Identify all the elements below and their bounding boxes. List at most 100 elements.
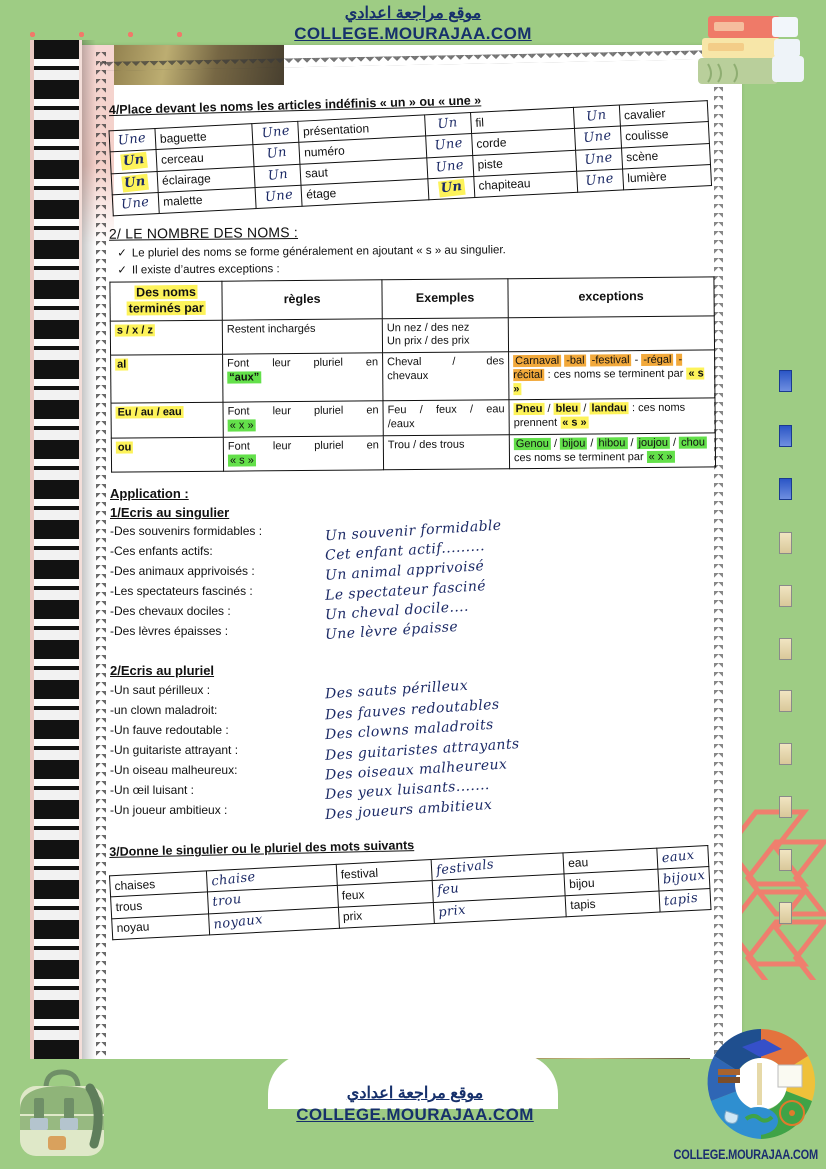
rule-cell: Font leur pluriel en « s » <box>223 435 384 472</box>
example-cell: Trou / des trous <box>383 434 510 470</box>
question-text: -Un guitariste attrayant : <box>110 742 239 757</box>
lesson-bullet: ✓ Il existe d’autres exceptions : <box>117 262 280 277</box>
question-text: -Un oiseau malheureux: <box>110 762 238 777</box>
exercise2-row: -Un œil luisant : Des yeux luisants.....… <box>110 777 725 803</box>
answer-cell[interactable]: Un <box>424 112 472 136</box>
exercise1-title: 1/Ecris au singulier <box>110 505 230 521</box>
tab-marker-cream-2 <box>779 585 792 607</box>
exercise1-row: -Des animaux apprivoisés : Un animal app… <box>110 559 725 585</box>
question-text: -Des chevaux dociles : <box>110 604 231 619</box>
tab-marker-blue-2 <box>779 425 792 447</box>
exercise2-row: -un clown maladroit: Des fauves redoutab… <box>110 696 725 723</box>
exercise2-row: -Un saut périlleux : Des sauts périlleux <box>110 677 725 702</box>
answer-cell[interactable]: Une <box>108 128 157 152</box>
answer-cell[interactable]: eaux <box>656 844 709 869</box>
answer-cell[interactable]: tapis <box>658 887 711 912</box>
tab-marker-cream-7 <box>779 849 792 871</box>
answer-cell[interactable]: Une <box>252 120 300 145</box>
exception-cell: Carnaval -bal -festival - -régal - récit… <box>508 349 715 400</box>
answer-cell[interactable]: Un <box>110 149 158 173</box>
question-text: -Les spectateurs fascinés : <box>110 584 253 599</box>
ending-cell: Eu / au / eau <box>110 402 224 438</box>
worksheet-content: 4/Place devant les noms les articles ind… <box>108 93 726 939</box>
spiral-binding <box>30 40 82 1115</box>
footer-arch-decoration <box>268 1054 558 1109</box>
exception-cell <box>508 315 715 352</box>
answer-cell[interactable]: Un <box>254 163 302 187</box>
col-header-rules: règles <box>221 279 383 320</box>
tab-marker-cream-8 <box>779 902 792 924</box>
rule-cell: Font leur pluriel en « x » <box>222 400 384 437</box>
ending-cell: al <box>110 353 223 404</box>
answer-cell[interactable]: Une <box>425 133 473 157</box>
table-header-row: Des noms terminés par règles Exemples ex… <box>109 276 715 321</box>
exercise1-row: -Des chevaux dociles : Un cheval docile.… <box>110 599 725 624</box>
question-text: -Des souvenirs formidables : <box>110 524 263 539</box>
exercise2-block: 2/Ecris au pluriel -Un saut périlleux : … <box>110 663 725 822</box>
table-row: al Font leur pluriel en “aux” Cheval / d… <box>110 349 715 404</box>
word-cell: malette <box>158 186 257 214</box>
table-row: ou Font leur pluriel en « s » Trou / des… <box>111 432 716 473</box>
question-text: -Un saut périlleux : <box>110 682 211 697</box>
spiral-shadow <box>82 40 96 1115</box>
table-row: s / x / z Restent inchargés Un nez / des… <box>110 315 715 355</box>
answer-cell[interactable]: Un <box>253 142 301 166</box>
question-text: -Un œil luisant : <box>110 782 195 797</box>
site-header: موقع مراجعة اعدادي COLLEGE.MOURAJAA.COM <box>0 4 826 44</box>
lesson-section: 2/ LE NOMBRE DES NOMS : ✓ Le pluriel des … <box>109 220 726 473</box>
word-cell: tapis <box>565 889 660 916</box>
tab-marker-blue-3 <box>779 478 792 500</box>
tab-marker-cream-5 <box>779 743 792 765</box>
word-cell: noyau <box>111 912 210 939</box>
rule-cell: Font leur pluriel en “aux” <box>222 352 383 403</box>
tab-marker-cream-3 <box>779 638 792 660</box>
example-cell: Un nez / des nez Un prix / des prix <box>382 316 509 353</box>
question-text: -un clown maladroit: <box>110 702 218 717</box>
table-row: Eu / au / eau Font leur pluriel en « x »… <box>110 397 716 438</box>
tab-marker-blue-1 <box>779 370 792 392</box>
header-arabic-title: موقع مراجعة اعدادي <box>344 5 482 22</box>
exercise1-row: -Les spectateurs fascinés : Le spectateu… <box>110 578 725 604</box>
lesson-bullet: ✓ Le pluriel des noms se forme généraleme… <box>117 243 506 259</box>
exception-cell: Pneu / bleu / landau : ces noms prennent… <box>508 397 716 435</box>
col-header-examples: Exemples <box>381 278 509 318</box>
answer-cell[interactable]: Une <box>575 147 623 171</box>
header-site-url: COLLEGE.MOURAJAA.COM <box>294 24 532 43</box>
answer-cell[interactable]: Un <box>573 104 621 129</box>
footer-site-url: COLLEGE.MOURAJAA.COM <box>296 1105 534 1124</box>
exercise1-row: -Des souvenirs formidables : Un souvenir… <box>110 518 725 545</box>
corner-watermark-url: COLLEGE.MOURAJAA.COM <box>673 1147 818 1163</box>
exercise1-row: -Ces enfants actifs: Cet enfant actif...… <box>110 539 725 565</box>
answer-cell[interactable]: Une <box>576 168 624 192</box>
exercise1-block: 1/Ecris au singulier -Des souvenirs form… <box>110 505 725 643</box>
example-cell: Feu / feux / eau /eaux <box>382 399 510 436</box>
question-text: -Des animaux apprivoisés : <box>110 564 255 579</box>
check-icon: ✓ <box>117 264 128 277</box>
answer-cell[interactable]: Une <box>255 184 303 209</box>
question-text: -Un fauve redoutable : <box>110 722 229 737</box>
answer-cell[interactable]: Une <box>574 125 622 150</box>
tab-marker-cream-6 <box>779 796 792 818</box>
torn-edge-left <box>96 52 106 1102</box>
footer-arabic-title: موقع مراجعة اعدادي <box>346 1085 484 1102</box>
question-text: -Ces enfants actifs: <box>110 544 213 559</box>
answer-cell[interactable]: bijoux <box>657 866 710 890</box>
col-header-endings: Des noms terminés par <box>109 281 223 321</box>
ending-cell: ou <box>111 436 224 473</box>
answer-cell[interactable]: Un <box>427 175 475 200</box>
torn-edge-right <box>714 60 723 1060</box>
lesson-title: 2/ LE NOMBRE DES NOMS : <box>108 223 299 242</box>
exercise2-row: -Un fauve redoutable : Des clowns maladr… <box>110 716 725 742</box>
check-icon: ✓ <box>117 246 127 259</box>
answer-cell[interactable]: Une <box>112 191 160 216</box>
tab-marker-cream-1 <box>779 532 792 554</box>
col-header-exceptions: exceptions <box>507 276 715 317</box>
word-cell: prix <box>337 901 435 928</box>
example-cell: Cheval / des chevaux <box>382 351 509 401</box>
answer-cell[interactable]: Une <box>426 154 474 179</box>
tab-marker-cream-4 <box>779 690 792 712</box>
answer-cell[interactable]: Un <box>111 170 159 195</box>
books-stack-icon <box>692 8 812 98</box>
exercise2-title: 2/Ecris au pluriel <box>110 663 215 679</box>
application-section: Application : 1/Ecris au singulier -Des … <box>110 486 725 823</box>
